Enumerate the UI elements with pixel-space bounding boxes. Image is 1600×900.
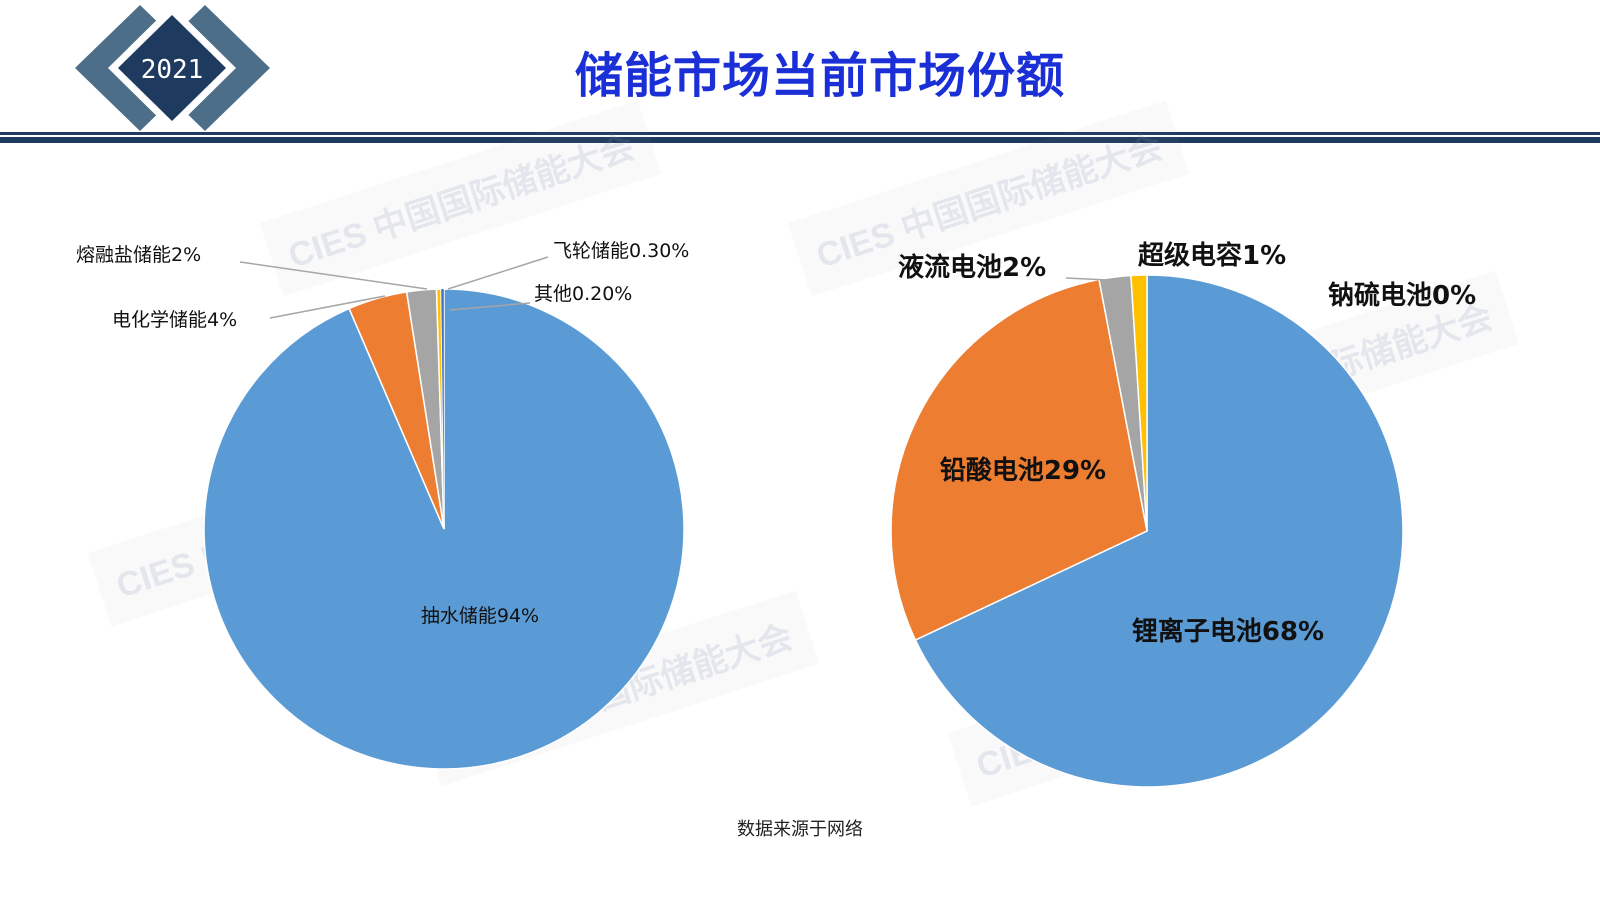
data-label-电化学储能: 电化学储能4% xyxy=(112,309,237,331)
data-label-熔融盐储能: 熔融盐储能2% xyxy=(76,244,201,266)
leader-line-熔融盐储能 xyxy=(239,261,428,290)
logo-year: 2021 xyxy=(141,55,204,85)
logo-core-diamond xyxy=(118,15,226,121)
data-label-锂离子电池: 锂离子电池68% xyxy=(1132,616,1324,647)
header-rule-thick xyxy=(0,137,1600,143)
data-label-铅酸电池: 铅酸电池29% xyxy=(940,456,1106,486)
header-rule-thin xyxy=(0,132,1600,135)
pie-chart-right: 锂离子电池68% 铅酸电池29% 液流电池2% 超级电容1% 钠硫电池0% xyxy=(890,240,1476,788)
pie-slice-其他 xyxy=(440,288,445,530)
data-label-飞轮储能: 飞轮储能0.30% xyxy=(553,240,689,262)
leader-line-液流电池 xyxy=(1065,277,1109,281)
leader-line-其他 xyxy=(449,302,531,311)
data-label-液流电池: 液流电池2% xyxy=(898,253,1046,283)
pie-slice-锂离子电池 xyxy=(914,274,1404,788)
data-label-抽水储能: 抽水储能94% xyxy=(421,605,539,627)
logo-2021: 2021 xyxy=(75,5,270,131)
data-label-钠硫电池: 钠硫电池0% xyxy=(1328,280,1476,311)
pie-slice-铅酸电池 xyxy=(890,278,1148,641)
leader-line-飞轮储能 xyxy=(447,256,549,290)
data-label-超级电容: 超级电容1% xyxy=(1138,240,1286,271)
leader-line-电化学储能 xyxy=(269,295,386,319)
pie-chart-left: 抽水储能94% 电化学储能4% 熔融盐储能2% 飞轮储能0.30% 其他0.20% xyxy=(76,240,689,770)
pie-slice-超级电容 xyxy=(1130,274,1148,532)
source-note: 数据来源于网络 xyxy=(737,819,863,840)
data-label-其他: 其他0.20% xyxy=(534,283,632,305)
page-title: 储能市场当前市场份额 xyxy=(574,48,1065,104)
